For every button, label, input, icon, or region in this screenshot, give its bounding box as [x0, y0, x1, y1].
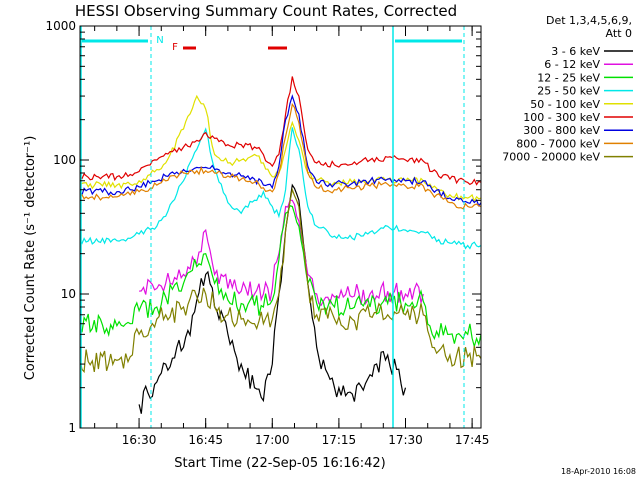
- series-line-12-25-kev: [79, 204, 482, 349]
- legend-header-detectors: Det 1,3,4,5,6,9,: [546, 14, 632, 27]
- legend-label: 50 - 100 keV: [530, 98, 600, 111]
- legend-label: 6 - 12 keV: [544, 58, 600, 71]
- series-line-7000-20000-kev: [79, 187, 482, 374]
- x-axis-label: Start Time (22-Sep-05 16:16:42): [174, 456, 385, 471]
- plot-frame: [79, 25, 482, 429]
- y-tick-label: 100: [53, 153, 76, 167]
- series-line-50-100-kev: [79, 94, 482, 203]
- series-line-25-50-kev: [79, 127, 482, 250]
- y-axis-label: Corrected Count Rate (s⁻¹ detector⁻¹): [23, 136, 38, 381]
- series-line-100-300-kev: [79, 76, 482, 186]
- x-tick-label: 17:15: [322, 433, 357, 447]
- series-line-3-6-kev: [138, 183, 407, 414]
- series-line-300-800-kev: [79, 94, 482, 208]
- y-tick-label: 1: [68, 421, 76, 435]
- legend-label: 3 - 6 keV: [551, 45, 600, 58]
- legend-header-attenuator: Att 0: [606, 27, 632, 40]
- series-line-800-7000-kev: [79, 102, 482, 210]
- axes-layer: 1 10 100 1000 16:30 16:45 17:00 17:15 17:30 17:45: [45, 19, 489, 447]
- x-tick-label: 17:30: [388, 433, 423, 447]
- y-tick-label: 10: [61, 287, 76, 301]
- legend-label: 800 - 7000 keV: [516, 137, 600, 150]
- legend-label: 25 - 50 keV: [537, 85, 600, 98]
- series-layer: [79, 76, 482, 414]
- x-tick-label: 16:45: [188, 433, 223, 447]
- x-tick-label: 16:30: [122, 433, 157, 447]
- legend-label: 300 - 800 keV: [523, 124, 600, 137]
- night-label: N: [156, 35, 163, 46]
- flare-label: F: [172, 42, 178, 53]
- x-tick-label: 17:45: [455, 433, 490, 447]
- legend-label: 12 - 25 keV: [537, 71, 600, 84]
- timestamp: 18-Apr-2010 16:08: [561, 467, 636, 476]
- legend-label: 7000 - 20000 keV: [502, 151, 600, 164]
- x-tick-label: 17:00: [255, 433, 290, 447]
- marker-layer: NF: [80, 26, 465, 428]
- chart-title: HESSI Observing Summary Count Rates, Cor…: [75, 2, 457, 20]
- y-tick-label: 1000: [45, 19, 76, 33]
- legend-label: 100 - 300 keV: [523, 111, 600, 124]
